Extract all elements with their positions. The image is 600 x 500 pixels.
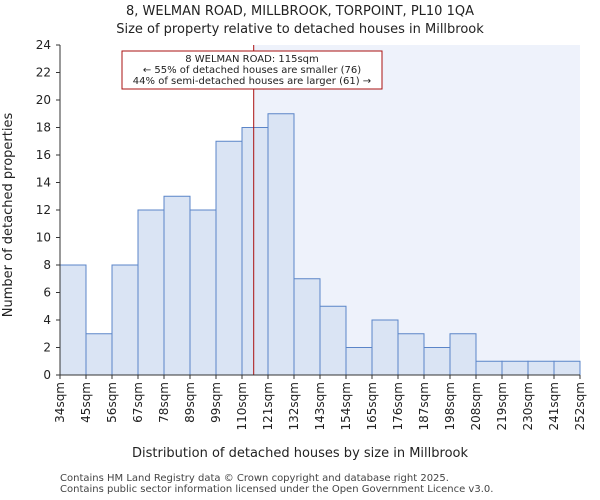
bar bbox=[85, 333, 113, 376]
y-tick-label: 20 bbox=[36, 93, 51, 107]
x-tick-label: 99sqm bbox=[209, 382, 223, 423]
y-tick-label: 2 bbox=[43, 341, 51, 355]
y-axis-label: Number of detached properties bbox=[1, 113, 16, 318]
y-tick-label: 24 bbox=[36, 38, 51, 52]
x-axis-label: Distribution of detached houses by size … bbox=[132, 446, 468, 461]
x-tick-label: 34sqm bbox=[53, 382, 67, 423]
x-axis: 34sqm 45sqm 56sqm 67sqm 78sqm 89sqm 99sqm 110sq… bbox=[53, 374, 587, 430]
bar bbox=[319, 305, 347, 376]
y-tick-label: 12 bbox=[36, 203, 51, 217]
x-tick-label: 187sqm bbox=[417, 382, 431, 430]
footer-line2: Contains public sector information licen… bbox=[60, 484, 493, 495]
bar bbox=[163, 195, 191, 376]
x-tick-label: 143sqm bbox=[313, 382, 327, 430]
bar bbox=[241, 127, 269, 376]
y-tick-label: 6 bbox=[43, 286, 51, 300]
x-tick-label: 78sqm bbox=[157, 382, 171, 423]
bar bbox=[111, 264, 139, 376]
bar bbox=[527, 360, 555, 376]
x-tick-label: 89sqm bbox=[183, 382, 197, 423]
x-tick-label: 241sqm bbox=[547, 382, 561, 430]
bar bbox=[345, 347, 373, 376]
bar bbox=[189, 209, 217, 376]
bar bbox=[137, 209, 165, 376]
annotation-box: 8 WELMAN ROAD: 115sqm ← 55% of detached … bbox=[121, 50, 383, 90]
annotation-line1: 8 WELMAN ROAD: 115sqm bbox=[185, 54, 319, 65]
bar bbox=[449, 333, 477, 376]
chart-title-line1: 8, WELMAN ROAD, MILLBROOK, TORPOINT, PL1… bbox=[126, 4, 474, 19]
y-tick-label: 22 bbox=[36, 66, 51, 80]
x-tick-label: 230sqm bbox=[521, 382, 535, 430]
bar bbox=[423, 347, 451, 376]
chart-title-line2: Size of property relative to detached ho… bbox=[116, 22, 484, 37]
bars bbox=[59, 113, 581, 376]
footer-line1: Contains HM Land Registry data © Crown c… bbox=[60, 473, 449, 484]
x-tick-label: 110sqm bbox=[235, 382, 249, 430]
annotation-line2: ← 55% of detached houses are smaller (76… bbox=[143, 65, 361, 76]
x-tick-label: 165sqm bbox=[365, 382, 379, 430]
x-tick-label: 67sqm bbox=[131, 382, 145, 423]
x-tick-label: 198sqm bbox=[443, 382, 457, 430]
x-tick-label: 219sqm bbox=[495, 382, 509, 430]
y-tick-label: 4 bbox=[43, 313, 51, 327]
x-tick-label: 45sqm bbox=[79, 382, 93, 423]
bar bbox=[501, 360, 529, 376]
bar bbox=[397, 333, 425, 376]
bar bbox=[553, 360, 581, 376]
bar bbox=[293, 278, 321, 376]
x-tick-label: 154sqm bbox=[339, 382, 353, 430]
y-tick-label: 0 bbox=[43, 368, 51, 382]
y-tick-label: 18 bbox=[36, 121, 51, 135]
bar bbox=[215, 140, 243, 376]
y-tick-label: 16 bbox=[36, 148, 51, 162]
bar bbox=[59, 264, 87, 376]
bar bbox=[267, 113, 295, 376]
bar bbox=[371, 319, 399, 376]
x-tick-label: 252sqm bbox=[573, 382, 587, 430]
x-tick-label: 176sqm bbox=[391, 382, 405, 430]
x-tick-label: 132sqm bbox=[287, 382, 301, 430]
y-tick-label: 10 bbox=[36, 231, 51, 245]
annotation-line3: 44% of semi-detached houses are larger (… bbox=[133, 76, 371, 87]
bar bbox=[475, 360, 503, 376]
y-tick-label: 8 bbox=[43, 258, 51, 272]
y-tick-label: 14 bbox=[36, 176, 51, 190]
x-tick-label: 121sqm bbox=[261, 382, 275, 430]
x-tick-label: 56sqm bbox=[105, 382, 119, 423]
x-tick-label: 208sqm bbox=[469, 382, 483, 430]
